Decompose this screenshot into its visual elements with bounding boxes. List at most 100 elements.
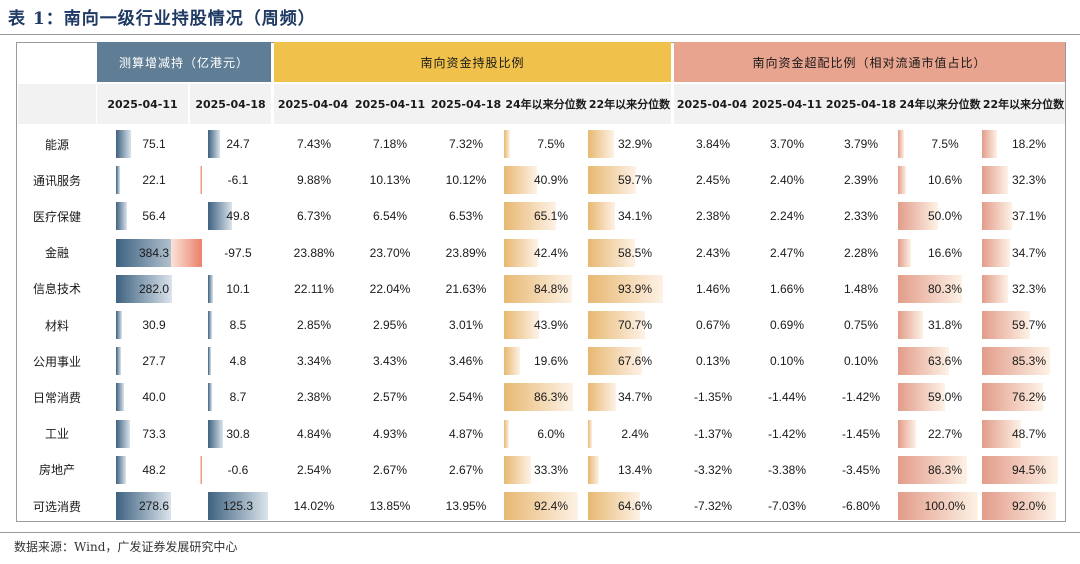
excess-value-cell: 1.48% bbox=[824, 272, 898, 306]
holding-percentile-value: 58.5% bbox=[617, 245, 653, 260]
flow-bar-negative bbox=[200, 455, 202, 484]
flow-bar-positive bbox=[116, 455, 126, 484]
holding-value: 2.67% bbox=[448, 462, 484, 477]
excess-percentile-cell: 37.1% bbox=[982, 199, 1062, 233]
excess-value: 0.69% bbox=[769, 318, 805, 332]
holding-value: 2.67% bbox=[372, 462, 408, 477]
holding-percentile-cell: 58.5% bbox=[588, 236, 668, 270]
excess-percentile-value: 76.2% bbox=[1011, 390, 1047, 405]
flow-value: 40.0 bbox=[142, 390, 166, 405]
holding-percentile-bar bbox=[588, 130, 615, 158]
holding-percentile-value: 34.7% bbox=[617, 390, 653, 405]
holding-percentile-bar bbox=[504, 238, 538, 267]
excess-value-cell: -1.42% bbox=[750, 417, 824, 451]
holding-value-cell: 2.95% bbox=[352, 308, 428, 342]
excess-value: -1.42% bbox=[841, 390, 881, 405]
flow-0418-cell: -0.6 bbox=[200, 453, 268, 487]
excess-percentile-cell: 22.7% bbox=[898, 417, 978, 451]
holding-percentile-bar bbox=[504, 383, 574, 412]
flow-0411-cell: 40.0 bbox=[116, 380, 192, 414]
excess-value: 0.10% bbox=[843, 354, 879, 369]
excess-value-cell: -3.45% bbox=[824, 453, 898, 487]
excess-value-cell: -3.32% bbox=[676, 453, 750, 487]
excess-percentile-bar bbox=[898, 130, 904, 158]
flow-0411-cell: 278.6 bbox=[116, 489, 192, 523]
excess-value-cell: 2.28% bbox=[824, 236, 898, 270]
excess-value: -3.38% bbox=[767, 462, 807, 477]
holding-percentile-cell: 34.1% bbox=[588, 199, 668, 233]
flow-bar-positive bbox=[116, 492, 172, 520]
holding-percentile-value: 92.4% bbox=[533, 499, 569, 513]
excess-percentile-value: 32.3% bbox=[1011, 281, 1047, 296]
holding-value-cell: 2.85% bbox=[276, 308, 352, 342]
subheader-holding-0404: 2025-04-04 bbox=[274, 84, 352, 124]
flow-0411-cell: 282.0 bbox=[116, 272, 192, 306]
industry-label: 材料 bbox=[18, 308, 96, 342]
industry-label-text: 通讯服务 bbox=[32, 173, 81, 188]
industry-label: 日常消费 bbox=[18, 380, 96, 414]
holding-percentile-cell: 93.9% bbox=[588, 272, 668, 306]
excess-percentile-value: 48.7% bbox=[1011, 426, 1047, 441]
flow-0411-cell: 73.3 bbox=[116, 417, 192, 451]
excess-value: 0.75% bbox=[843, 318, 879, 332]
excess-percentile-bar bbox=[982, 130, 997, 158]
excess-percentile-cell: 32.3% bbox=[982, 163, 1062, 197]
excess-percentile-value: 50.0% bbox=[927, 209, 963, 224]
flow-0411-cell: 30.9 bbox=[116, 308, 192, 342]
flow-value: 22.1 bbox=[142, 173, 166, 188]
holding-value: 3.46% bbox=[448, 354, 484, 369]
subheader-excess-0411: 2025-04-11 bbox=[750, 84, 824, 124]
excess-percentile-bar bbox=[898, 383, 946, 412]
excess-value: 3.70% bbox=[769, 137, 805, 151]
holding-percentile-value: 86.3% bbox=[533, 390, 569, 405]
industry-label: 公用事业 bbox=[18, 344, 96, 378]
excess-value: 1.46% bbox=[695, 281, 731, 296]
title-divider bbox=[0, 34, 1080, 35]
flow-bar-positive bbox=[208, 274, 213, 303]
holding-percentile-cell: 2.4% bbox=[588, 417, 668, 451]
excess-percentile-cell: 85.3% bbox=[982, 344, 1062, 378]
holding-percentile-bar bbox=[588, 492, 640, 520]
subheader-holding-0411: 2025-04-11 bbox=[352, 84, 428, 124]
excess-percentile-value: 63.6% bbox=[927, 354, 963, 369]
holding-percentile-value: 84.8% bbox=[533, 281, 569, 296]
flow-value: 30.9 bbox=[142, 318, 166, 332]
holding-value-cell: 21.63% bbox=[428, 272, 504, 306]
flow-group-header: 测算增减持（亿港元） bbox=[97, 42, 271, 82]
excess-value: 0.13% bbox=[695, 354, 731, 369]
subheader-holding-0418: 2025-04-18 bbox=[428, 84, 504, 124]
industry-label: 工业 bbox=[18, 417, 96, 451]
industry-label-text: 可选消费 bbox=[32, 499, 81, 514]
industry-label-text: 能源 bbox=[44, 137, 69, 152]
excess-value: 3.79% bbox=[843, 137, 879, 151]
flow-value: -6.1 bbox=[227, 173, 249, 188]
holding-percentile-cell: 86.3% bbox=[504, 380, 584, 414]
excess-percentile-cell: 16.6% bbox=[898, 236, 978, 270]
holding-percentile-bar bbox=[588, 383, 616, 412]
industry-label-text: 公用事业 bbox=[32, 354, 81, 369]
excess-value: -1.42% bbox=[767, 426, 807, 441]
excess-value-cell: 0.13% bbox=[676, 344, 750, 378]
excess-percentile-bar bbox=[898, 238, 912, 267]
excess-value-cell: -1.42% bbox=[824, 380, 898, 414]
industry-label: 金融 bbox=[18, 236, 96, 270]
excess-percentile-cell: 59.0% bbox=[898, 380, 978, 414]
flow-bar-positive bbox=[208, 419, 223, 448]
holding-value: 10.12% bbox=[445, 173, 487, 188]
holding-percentile-bar bbox=[504, 492, 578, 520]
excess-percentile-bar bbox=[898, 166, 907, 195]
holding-value: 3.34% bbox=[296, 354, 332, 369]
excess-percentile-value: 22.7% bbox=[927, 426, 963, 441]
industry-label: 信息技术 bbox=[18, 272, 96, 306]
excess-value: 2.24% bbox=[769, 209, 805, 224]
flow-bar-positive bbox=[116, 383, 124, 412]
industry-label-text: 医疗保健 bbox=[32, 209, 81, 224]
excess-value: -7.32% bbox=[693, 499, 733, 513]
holding-percentile-value: 43.9% bbox=[533, 318, 569, 332]
holding-percentile-cell: 40.9% bbox=[504, 163, 584, 197]
industry-label-text: 材料 bbox=[44, 318, 69, 333]
flow-bar-positive bbox=[116, 311, 123, 339]
excess-percentile-bar bbox=[982, 419, 1021, 448]
subheader-excess-0418: 2025-04-18 bbox=[824, 84, 898, 124]
excess-percentile-value: 92.0% bbox=[1011, 499, 1047, 513]
